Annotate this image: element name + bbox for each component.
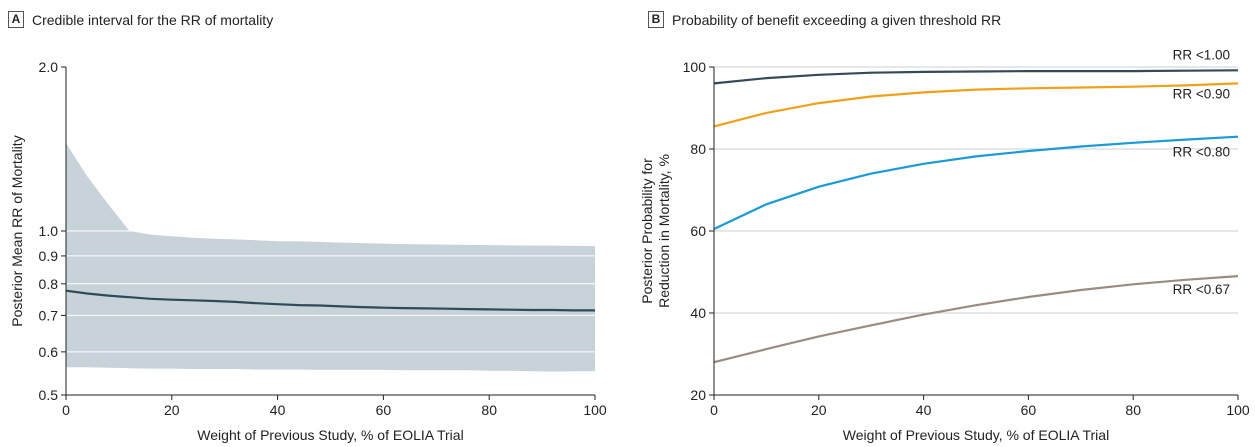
y-tick-label-3: 0.8 [39,276,59,292]
panel-b-header: B Probability of benefit exceeding a giv… [648,11,1001,28]
y-tick-label-5: 1.0 [39,223,59,239]
x-tick-label-3: 60 [1021,402,1037,418]
series-label-2: RR <0.80 [1173,145,1230,160]
x-axis-label: Weight of Previous Study, % of EOLIA Tri… [197,427,463,443]
y-tick-label-4: 100 [683,59,707,75]
series-label-1: RR <0.90 [1173,86,1230,101]
x-tick-label-1: 20 [164,402,180,418]
series-label-3: RR <0.67 [1173,282,1230,297]
panel-a-title: Credible interval for the RR of mortalit… [32,11,274,28]
panel-a: A Credible interval for the RR of mortal… [0,0,610,447]
chart-a: 0.5 0.6 0.7 0.8 0.9 1.0 2.0 0 20 40 60 80 100 Weight… [9,59,607,443]
y-tick-label-2: 0.7 [39,307,59,323]
x-tick-label-2: 40 [916,402,932,418]
panel-b-badge: B [648,11,664,28]
y-tick-label-1: 40 [690,305,706,321]
x-tick-label-0: 0 [710,402,718,418]
y-tick-label-3: 80 [690,141,706,157]
x-tick-label-1: 20 [811,402,827,418]
y-tick-label-2: 60 [690,223,706,239]
credible-interval-band [66,143,595,372]
y-tick-label-4: 0.9 [39,248,59,264]
panel-a-header: A Credible interval for the RR of mortal… [8,11,273,28]
y-axis-label-line-2: Reduction in Mortality, % [656,154,672,308]
y-tick-label-0: 0.5 [39,387,59,403]
y-tick-label-1: 0.6 [39,344,59,360]
y-tick-label-6: 2.0 [39,59,59,75]
y-axis-label: Posterior Mean RR of Mortality [9,135,25,326]
series-line-2 [713,135,1239,230]
x-tick-label-5: 100 [1226,402,1250,418]
panel-b-title: Probability of benefit exceeding a given… [672,11,1002,28]
series-line-3 [713,275,1239,364]
y-axis-label-line-1: Posterior Probability for [639,158,655,304]
x-axis-label: Weight of Previous Study, % of EOLIA Tri… [843,427,1109,443]
y-tick-label-0: 20 [690,387,706,403]
x-tick-label-0: 0 [62,402,70,418]
series-line-0 [713,69,1239,85]
x-tick-label-2: 40 [270,402,286,418]
posterior-mean-line [65,289,595,312]
series-label-0: RR <1.00 [1173,47,1230,62]
x-tick-label-4: 80 [1125,402,1141,418]
panel-a-badge: A [8,11,24,28]
series-line-1 [713,82,1239,128]
x-tick-label-4: 80 [481,402,497,418]
x-tick-label-5: 100 [583,402,607,418]
x-tick-label-3: 60 [376,402,392,418]
panel-b: B Probability of benefit exceeding a giv… [639,0,1255,447]
